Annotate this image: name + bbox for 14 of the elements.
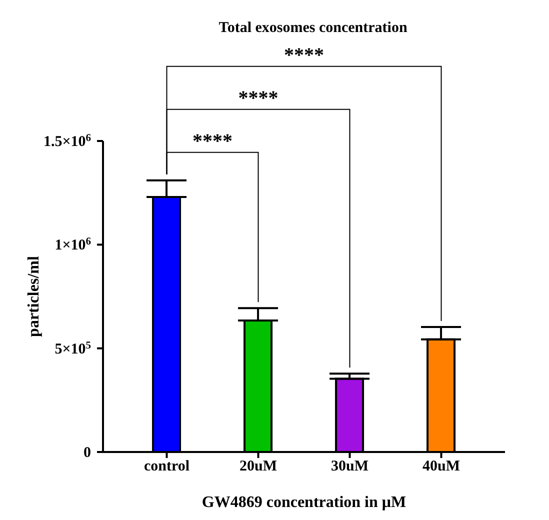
x-tick-label: 30uM	[331, 458, 368, 475]
x-tick-label: 40uM	[422, 458, 460, 475]
x-axis-title: GW4869 concentration in μM	[202, 494, 406, 511]
y-tick-label: 1×10$^{6}$	[54, 236, 91, 254]
y-tick-label: 1.5×10$^{6}$	[43, 132, 91, 150]
x-tick-label: control	[144, 458, 190, 475]
chart-title: Total exosomes concentration	[218, 20, 408, 36]
text: ****	[284, 44, 324, 66]
annotation: ****	[192, 130, 232, 152]
y-tick-label: 5×10$^{5}$	[54, 340, 91, 358]
text: ****	[238, 87, 278, 110]
y-tick-label: 0	[84, 445, 91, 461]
x-tick-label: 20uM	[240, 458, 277, 475]
y-axis-title: particles/ml	[26, 256, 43, 337]
